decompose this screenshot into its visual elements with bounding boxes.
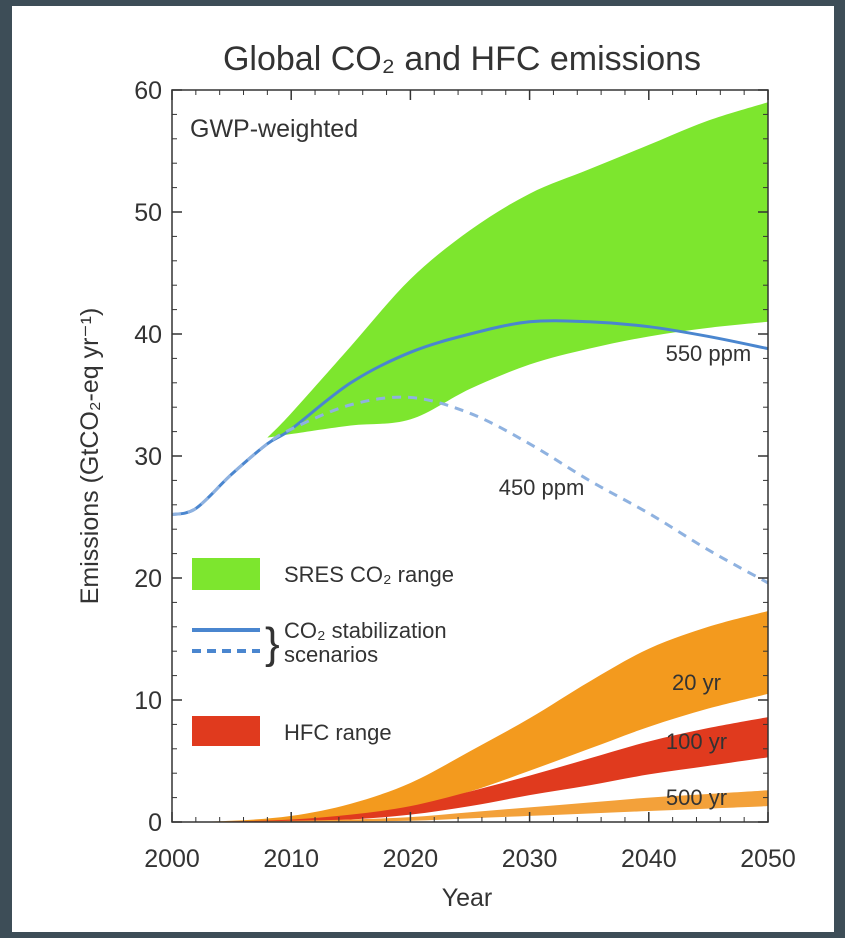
- band-500-yr: [172, 790, 768, 823]
- x-axis-label: Year: [442, 884, 493, 912]
- x-tick-label: 2040: [621, 845, 677, 873]
- band-20-yr: [172, 610, 768, 823]
- y-tick-label: 50: [134, 199, 162, 227]
- x-tick-label: 2010: [263, 845, 319, 873]
- annotation-500-yr: 500 yr: [666, 785, 727, 810]
- annotations: 550 ppm 450 ppm 20 yr 100 yr 500 yr: [499, 341, 752, 810]
- annotation-550-ppm: 550 ppm: [666, 341, 752, 366]
- y-axis-label: Emissions (GtCO₂-eq yr⁻¹): [76, 308, 104, 605]
- x-tick-label: 2030: [502, 845, 558, 873]
- legend-label-hfc: HFC range: [284, 720, 392, 745]
- y-tick-label: 40: [134, 321, 162, 349]
- legend-label-co2-stabilization: CO₂ stabilization: [284, 618, 447, 643]
- annotation-20-yr: 20 yr: [672, 670, 721, 695]
- line-450-ppm: [171, 395, 769, 585]
- y-tick-label: 0: [148, 809, 162, 837]
- x-tick-label: 2050: [740, 845, 796, 873]
- band-sres-co-range: [267, 102, 768, 438]
- y-tick-label: 20: [134, 565, 162, 593]
- y-tick-label: 30: [134, 443, 162, 471]
- legend: SRES CO₂ range} CO₂ stabilizationscenario…: [192, 558, 454, 746]
- x-tick-label: 2000: [144, 845, 200, 873]
- y-tick-label: 10: [134, 687, 162, 715]
- legend-brace: }: [265, 619, 280, 668]
- annotation-450-ppm: 450 ppm: [499, 475, 585, 500]
- chart-title: Global CO₂ and HFC emissions: [223, 40, 701, 78]
- line-550-ppm: [171, 319, 769, 517]
- chart-subtitle: GWP-weighted: [190, 115, 358, 143]
- legend-label-scenarios: scenarios: [284, 642, 378, 667]
- legend-swatch-hfc: [192, 716, 260, 746]
- legend-label-sres: SRES CO₂ range: [284, 562, 454, 587]
- legend-swatch-sres: [192, 558, 260, 590]
- emissions-chart: Global CO₂ and HFC emissions 2000 2010 202…: [76, 40, 796, 912]
- x-tick-label: 2020: [383, 845, 439, 873]
- plot-area: [171, 102, 769, 823]
- figure-frame: Global CO₂ and HFC emissions 2000 2010 202…: [12, 6, 834, 932]
- band-100-yr: [172, 717, 768, 823]
- y-tick-label: 60: [134, 77, 162, 105]
- annotation-100-yr: 100 yr: [666, 729, 727, 754]
